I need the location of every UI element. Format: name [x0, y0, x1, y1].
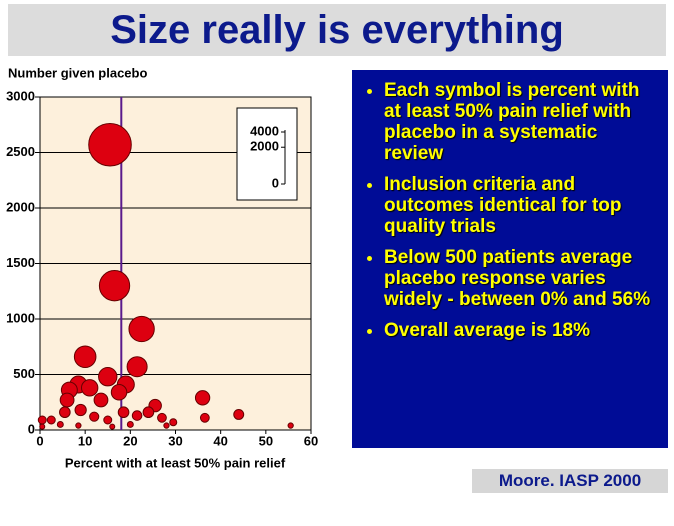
- bullet: Overall average is 18%: [384, 320, 660, 341]
- bubble: [89, 411, 100, 422]
- bubble: [287, 422, 294, 429]
- y-tick-label: 0: [28, 421, 35, 436]
- y-tick-label: 2500: [6, 144, 35, 159]
- x-tick-label: 0: [36, 433, 43, 448]
- bubble: [163, 422, 170, 429]
- citation: Moore. IASP 2000: [472, 469, 668, 493]
- bubble: [110, 384, 128, 401]
- bubble: [37, 415, 47, 425]
- x-tick-label: 50: [259, 433, 273, 448]
- size-legend-label: 4000: [250, 123, 279, 138]
- bubble: [103, 415, 113, 425]
- y-axis-label: Number given placebo: [8, 65, 147, 80]
- bubble: [128, 315, 155, 343]
- bubble: [46, 415, 56, 425]
- bubble: [74, 403, 87, 417]
- x-tick-label: 60: [304, 433, 318, 448]
- bubble: [88, 122, 132, 167]
- bubble: [142, 406, 155, 419]
- bubble: [131, 410, 143, 421]
- y-tick-label: 3000: [6, 88, 35, 103]
- size-legend-box: [236, 107, 298, 201]
- x-tick-label: 30: [168, 433, 182, 448]
- bubble: [117, 406, 130, 419]
- x-tick-label: 10: [78, 433, 92, 448]
- bubble: [194, 390, 211, 406]
- bubble: [75, 422, 82, 429]
- bullet-list: Each symbol is percent with at least 50%…: [362, 80, 660, 341]
- bubble: [199, 412, 210, 423]
- bullet: Each symbol is percent with at least 50%…: [384, 80, 660, 164]
- bullet-panel: Each symbol is percent with at least 50%…: [352, 70, 668, 448]
- bullet: Inclusion criteria and outcomes identica…: [384, 174, 660, 237]
- slide-title: Size really is everything: [8, 4, 666, 56]
- size-legend-label: 0: [272, 175, 279, 190]
- bubble: [126, 420, 134, 428]
- bubble: [157, 412, 167, 423]
- x-tick-label: 20: [123, 433, 137, 448]
- x-tick-label: 40: [213, 433, 227, 448]
- bubble: [39, 423, 46, 430]
- x-axis-label: Percent with at least 50% pain relief: [65, 455, 286, 470]
- bubble: [73, 345, 97, 369]
- bubble: [98, 270, 131, 302]
- bubble: [93, 392, 109, 408]
- bubble: [98, 367, 118, 387]
- bullet: Below 500 patients average placebo respo…: [384, 247, 660, 310]
- bubble: [109, 423, 116, 430]
- y-tick-label: 500: [13, 366, 35, 381]
- size-legend-label: 2000: [250, 139, 279, 154]
- bubble: [80, 379, 99, 397]
- bubble: [59, 406, 71, 419]
- chart: Number given placebo Percent with at lea…: [6, 65, 318, 470]
- y-tick-label: 2000: [6, 199, 35, 214]
- bubble: [233, 408, 245, 420]
- bubble: [56, 420, 64, 428]
- bubble: [126, 356, 148, 378]
- bubble: [59, 392, 75, 408]
- y-tick-label: 1500: [6, 255, 35, 270]
- slide: Size really is everything Number given p…: [0, 0, 674, 496]
- y-tick-label: 1000: [6, 310, 35, 325]
- bubble: [169, 418, 178, 427]
